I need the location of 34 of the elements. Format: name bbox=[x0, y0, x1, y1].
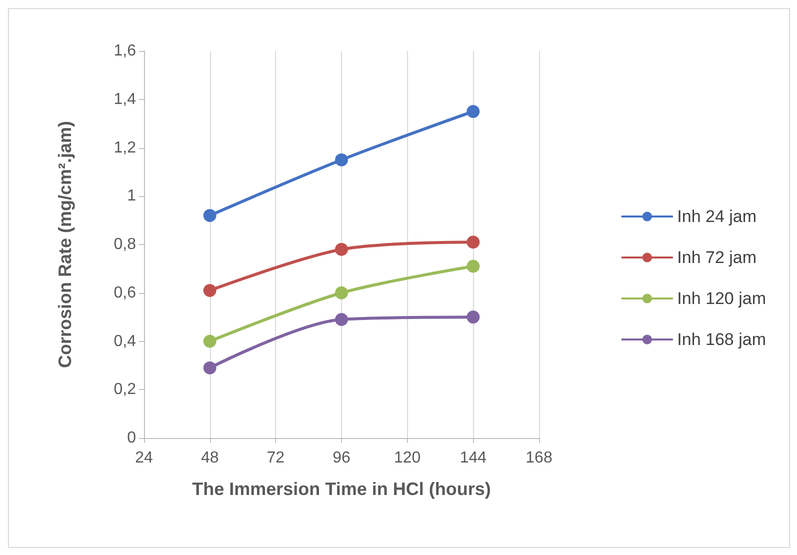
point bbox=[335, 312, 348, 326]
point bbox=[203, 334, 216, 348]
point bbox=[335, 286, 348, 300]
point bbox=[203, 361, 216, 374]
point bbox=[466, 104, 480, 118]
x-tick-label: 96 bbox=[332, 450, 350, 466]
legend-label: Inh 24 jam bbox=[677, 207, 757, 226]
point bbox=[203, 208, 216, 222]
y-tick-label: 1 bbox=[127, 188, 136, 205]
point bbox=[466, 260, 480, 273]
point bbox=[466, 310, 480, 324]
point bbox=[335, 153, 348, 166]
x-tick-label: 72 bbox=[266, 450, 285, 466]
y-tick-label: 0,8 bbox=[114, 236, 136, 253]
y-tick-label: 1,6 bbox=[114, 42, 136, 60]
legend-label: Inh 120 jam bbox=[677, 289, 766, 308]
y-tick-label: 0,6 bbox=[114, 284, 136, 302]
point bbox=[335, 242, 348, 256]
x-axis-title: The Immersion Time in HCl (hours) bbox=[192, 479, 491, 499]
y-tick-label: 0,4 bbox=[114, 332, 136, 350]
legend-label: Inh 72 jam bbox=[677, 248, 757, 267]
point bbox=[203, 284, 216, 297]
x-tick-label: 168 bbox=[526, 450, 552, 466]
legend-label: Inh 168 jam bbox=[677, 330, 766, 349]
y-tick-label: 0,2 bbox=[114, 381, 136, 398]
x-tick-label: 120 bbox=[394, 450, 421, 466]
y-tick-label: 0 bbox=[127, 430, 136, 446]
x-tick-label: 48 bbox=[200, 450, 219, 466]
point bbox=[466, 236, 480, 249]
x-tick-label: 144 bbox=[460, 450, 487, 466]
x-tick-label: 24 bbox=[135, 450, 153, 466]
y-axis-title: Corrosion Rate (mg/cm².jam) bbox=[55, 120, 75, 368]
y-tick-label: 1,2 bbox=[114, 139, 136, 156]
y-tick-label: 1,4 bbox=[114, 90, 136, 108]
